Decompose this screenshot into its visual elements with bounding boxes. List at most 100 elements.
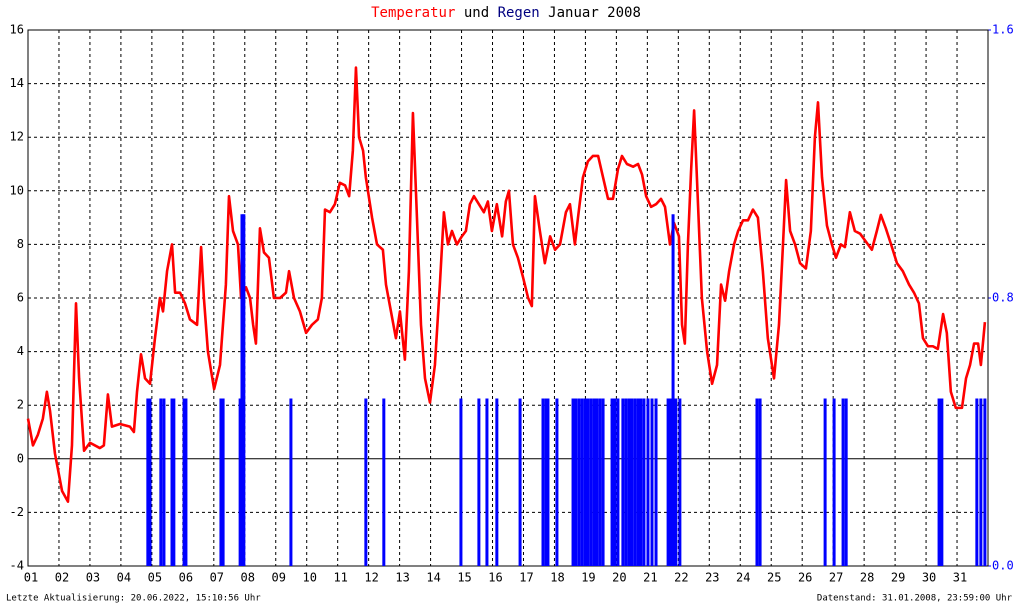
rain-bar xyxy=(477,398,481,566)
rain-bar xyxy=(613,398,617,566)
rain-bar xyxy=(159,398,163,566)
x-tick-label: 08 xyxy=(241,571,255,585)
title-connector: und xyxy=(464,5,489,21)
rain-bar xyxy=(170,398,174,566)
rain-bar xyxy=(678,398,682,566)
y-tick-label: 14 xyxy=(10,76,24,90)
rain-bar xyxy=(654,398,658,566)
rain-bar xyxy=(595,398,599,566)
x-tick-label: 06 xyxy=(179,571,193,585)
rain-bar xyxy=(182,398,186,566)
y-tick-label: 16 xyxy=(10,23,24,37)
x-tick-label: 03 xyxy=(86,571,100,585)
rain-bar xyxy=(221,398,225,566)
rain-bar xyxy=(636,398,640,566)
x-tick-label: 25 xyxy=(767,571,781,585)
x-tick-label: 23 xyxy=(705,571,719,585)
title-period: Januar 2008 xyxy=(548,5,641,21)
x-tick-label: 05 xyxy=(148,571,162,585)
rain-bar xyxy=(289,398,293,566)
rain-bar xyxy=(639,398,643,566)
x-tick-label: 11 xyxy=(333,571,347,585)
rain-bar xyxy=(546,398,550,566)
title-temperature: Temperatur xyxy=(371,5,455,21)
y2-tick-label: 0.0 xyxy=(992,559,1014,573)
rain-bar xyxy=(671,214,675,566)
rain-bar xyxy=(148,398,152,566)
rain-bar xyxy=(592,398,596,566)
rain-bar xyxy=(238,398,242,566)
x-tick-label: 07 xyxy=(210,571,224,585)
y2-tick-label: 1.6 xyxy=(992,23,1014,37)
rain-bar xyxy=(382,398,386,566)
x-tick-label: 22 xyxy=(674,571,688,585)
temperature-line xyxy=(26,66,987,503)
rain-bar xyxy=(621,398,625,566)
footer-left: Letzte Aktualisierung: 20.06.2022, 15:10… xyxy=(6,594,261,604)
rain-bar xyxy=(823,398,827,566)
y-tick-label: 0 xyxy=(17,451,24,465)
rain-bar xyxy=(172,398,176,566)
rain-bar xyxy=(937,398,941,566)
x-tick-label: 27 xyxy=(829,571,843,585)
rain-bar xyxy=(666,398,670,566)
rain-bar xyxy=(518,398,522,566)
rain-bar xyxy=(580,398,584,566)
rain-bar xyxy=(832,398,836,566)
rain-bar xyxy=(589,398,593,566)
x-tick-label: 12 xyxy=(364,571,378,585)
y2-tick-label: 0.8 xyxy=(992,291,1014,305)
footer-right: Datenstand: 31.01.2008, 23:59:00 Uhr xyxy=(817,594,1013,604)
rain-bar xyxy=(610,398,614,566)
rain-bar xyxy=(184,398,188,566)
title-rain: Regen xyxy=(498,5,540,21)
rain-bar xyxy=(624,398,628,566)
x-tick-label: 31 xyxy=(953,571,967,585)
rain-bar xyxy=(544,398,548,566)
x-tick-label: 26 xyxy=(798,571,812,585)
x-tick-label: 15 xyxy=(457,571,471,585)
rain-bar xyxy=(674,398,678,566)
x-tick-label: 19 xyxy=(581,571,595,585)
rain-bar xyxy=(642,398,646,566)
rain-bar xyxy=(598,398,602,566)
x-tick-label: 14 xyxy=(426,571,440,585)
x-tick-label: 24 xyxy=(736,571,750,585)
x-tick-label: 20 xyxy=(612,571,626,585)
rain-bar xyxy=(616,398,620,566)
x-tick-label: 10 xyxy=(302,571,316,585)
rain-bar xyxy=(586,398,590,566)
y-tick-label: 4 xyxy=(17,344,24,358)
rain-bar xyxy=(240,214,244,566)
rain-bar xyxy=(495,398,499,566)
rain-bar xyxy=(571,398,575,566)
x-tick-label: 28 xyxy=(860,571,874,585)
rain-bar xyxy=(633,398,637,566)
rain-bar xyxy=(574,398,578,566)
rain-bar xyxy=(630,398,634,566)
x-tick-label: 13 xyxy=(395,571,409,585)
rain-bar xyxy=(364,398,368,566)
y-tick-label: 8 xyxy=(17,237,24,251)
rain-bar xyxy=(555,398,559,566)
rain-bar xyxy=(577,398,581,566)
rain-bar xyxy=(983,398,987,566)
x-tick-label: 16 xyxy=(488,571,502,585)
y-tick-label: 6 xyxy=(17,291,24,305)
rain-bar xyxy=(940,398,944,566)
rain-bar xyxy=(979,398,983,566)
rain-bar xyxy=(146,398,150,566)
chart-title: Temperatur und Regen Januar 2008 xyxy=(371,5,641,21)
rain-bar xyxy=(219,398,223,566)
x-tick-label: 21 xyxy=(643,571,657,585)
rain-bar xyxy=(627,398,631,566)
rain-bar xyxy=(975,398,979,566)
rain-bar xyxy=(841,398,845,566)
rain-bar xyxy=(242,214,246,566)
x-tick-label: 17 xyxy=(519,571,533,585)
rain-bar xyxy=(601,398,605,566)
rain-bar xyxy=(485,398,489,566)
x-tick-label: 01 xyxy=(24,571,38,585)
